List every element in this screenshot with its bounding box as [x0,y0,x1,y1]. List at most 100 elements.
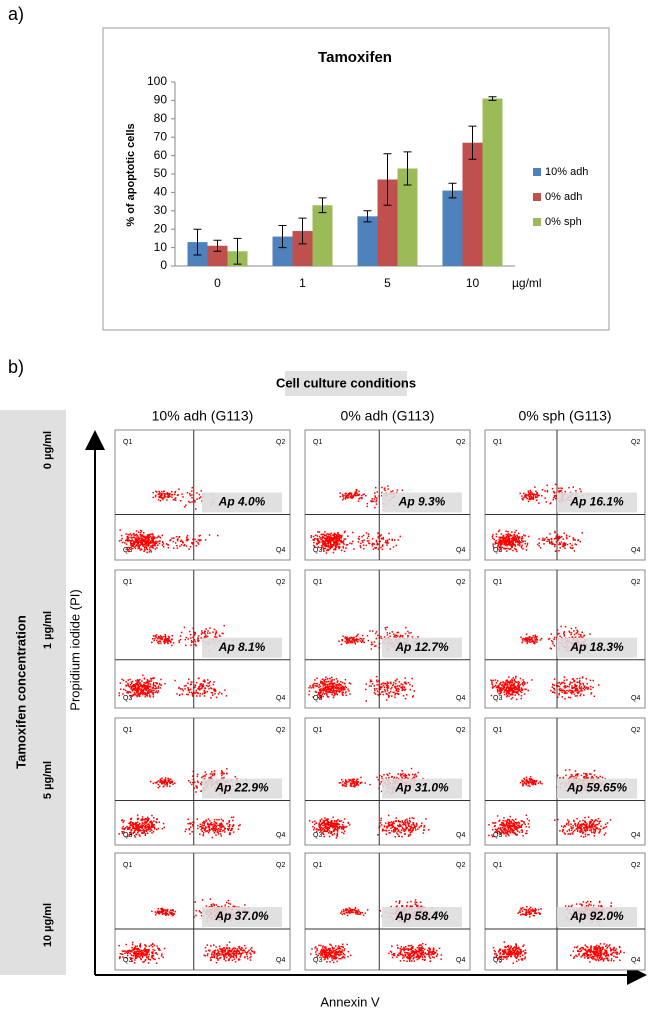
event-dot [580,686,583,688]
event-dot [350,782,353,784]
event-dot [356,634,358,637]
event-dot [316,683,319,685]
event-dot [201,776,203,779]
event-dot [158,683,161,685]
event-dot [401,686,404,688]
event-dot [219,830,221,832]
event-dot [151,829,153,832]
event-dot [149,680,151,682]
ap-box [202,637,282,658]
event-dot [323,829,326,831]
event-dot [567,696,570,699]
event-dot [404,688,407,690]
event-dot [212,694,214,696]
event-dot [322,682,324,684]
event-dot [201,630,203,632]
event-dot [144,834,147,836]
event-dot [308,820,311,822]
event-dot [399,773,402,775]
event-dot [360,494,363,497]
event-dot [505,691,508,693]
event-dot [134,684,136,687]
event-dot [142,689,144,692]
event-dot [186,537,188,539]
event-dot [201,684,204,687]
event-dot [556,685,559,687]
event-dot [505,547,508,550]
event-dot [340,535,343,538]
event-dot [200,539,202,541]
event-dot [321,540,324,542]
event-dot [144,692,147,694]
event-dot [215,630,217,632]
event-dot [336,542,338,544]
event-dot [197,543,200,545]
event-dot [547,638,550,640]
event-dot [192,636,194,639]
event-dot [370,500,372,502]
event-dot [381,548,384,551]
event-dot [329,684,331,686]
event-dot [504,684,506,687]
event-dot [126,690,129,693]
event-dot [524,496,526,498]
event-dot [536,493,539,495]
event-dot [219,823,221,826]
event-dot [204,775,206,777]
event-dot [220,822,223,824]
event-dot [510,680,512,682]
panel-label: a) [8,4,24,24]
event-dot [147,540,150,542]
event-dot [335,684,337,686]
event-dot [405,774,408,777]
event-dot [342,825,344,828]
event-dot [143,535,146,538]
chart-frame [102,27,610,331]
event-dot [157,493,160,496]
event-dot [560,688,563,691]
event-dot [371,501,373,503]
event-dot [215,828,217,830]
event-dot [580,634,582,636]
event-dot [326,819,329,821]
event-dot [337,539,340,542]
event-dot [501,824,504,826]
event-dot [332,543,335,546]
event-dot [163,779,166,781]
event-dot [336,831,339,833]
event-dot [202,693,204,695]
event-dot [534,639,536,641]
event-dot [501,536,503,539]
event-dot [356,494,358,497]
event-dot [386,827,388,829]
event-dot [370,641,373,644]
event-dot [499,691,502,693]
event-dot [504,832,506,835]
event-dot [190,822,192,824]
event-dot [325,552,328,554]
event-dot [509,681,512,683]
event-dot [519,683,521,686]
event-dot [192,821,194,823]
event-dot [141,832,143,834]
event-dot [219,824,221,827]
event-dot [322,684,324,687]
event-dot [379,775,381,777]
event-dot [221,693,223,695]
event-dot [351,641,354,644]
event-dot [386,773,388,776]
event-dot [531,779,534,781]
event-dot [357,781,360,783]
event-dot [356,638,358,640]
event-dot [572,547,574,549]
event-dot [532,780,534,782]
y-tick-label: 80 [154,111,168,125]
event-dot [370,685,372,687]
event-dot [320,680,322,682]
event-dot [365,532,368,534]
event-dot [152,635,155,637]
event-dot [366,537,369,539]
event-dot [192,695,194,697]
event-dot [133,687,135,690]
event-dot [146,542,148,545]
